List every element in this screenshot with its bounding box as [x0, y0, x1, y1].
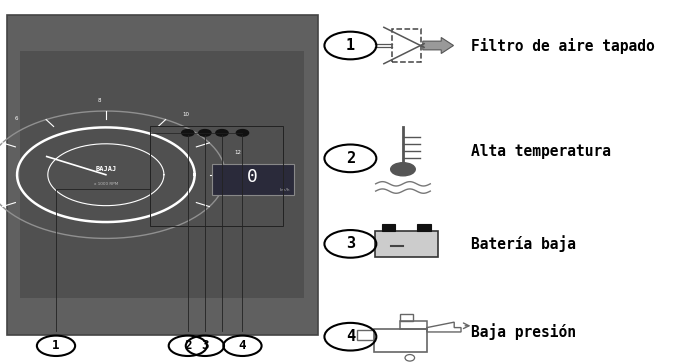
Text: 10: 10 [182, 112, 189, 117]
Bar [212, 164, 294, 195]
Bar [392, 29, 421, 62]
Bar [150, 126, 283, 226]
Text: 2: 2 [346, 151, 355, 166]
Bar [417, 224, 431, 231]
Text: 1: 1 [346, 38, 355, 53]
Text: 6: 6 [15, 116, 18, 120]
Text: Alta temperatura: Alta temperatura [471, 143, 611, 159]
Bar [400, 314, 413, 321]
Polygon shape [423, 37, 454, 54]
Circle shape [216, 130, 228, 136]
Text: 8: 8 [98, 98, 102, 103]
Bar [7, 15, 318, 335]
Text: 4: 4 [239, 339, 246, 352]
Text: Batería baja: Batería baja [471, 236, 576, 252]
Text: km/h: km/h [280, 188, 290, 192]
Circle shape [182, 130, 194, 136]
Circle shape [199, 130, 211, 136]
Circle shape [236, 130, 249, 136]
Bar [375, 231, 438, 257]
Bar [357, 330, 374, 340]
Text: 2: 2 [184, 339, 191, 352]
Bar [382, 224, 395, 231]
Text: 4: 4 [346, 329, 355, 344]
Text: 3: 3 [346, 236, 355, 252]
Text: 3: 3 [201, 339, 208, 352]
Text: 0: 0 [247, 169, 258, 186]
Bar [20, 51, 304, 298]
Text: 12: 12 [234, 150, 242, 155]
Text: x 1000 RPM: x 1000 RPM [94, 182, 118, 186]
Text: 1: 1 [53, 339, 59, 352]
Circle shape [391, 163, 415, 176]
Text: Filtro de aire tapado: Filtro de aire tapado [471, 37, 655, 54]
Text: Baja presión: Baja presión [471, 323, 576, 340]
Text: BAJAJ: BAJAJ [95, 166, 117, 172]
